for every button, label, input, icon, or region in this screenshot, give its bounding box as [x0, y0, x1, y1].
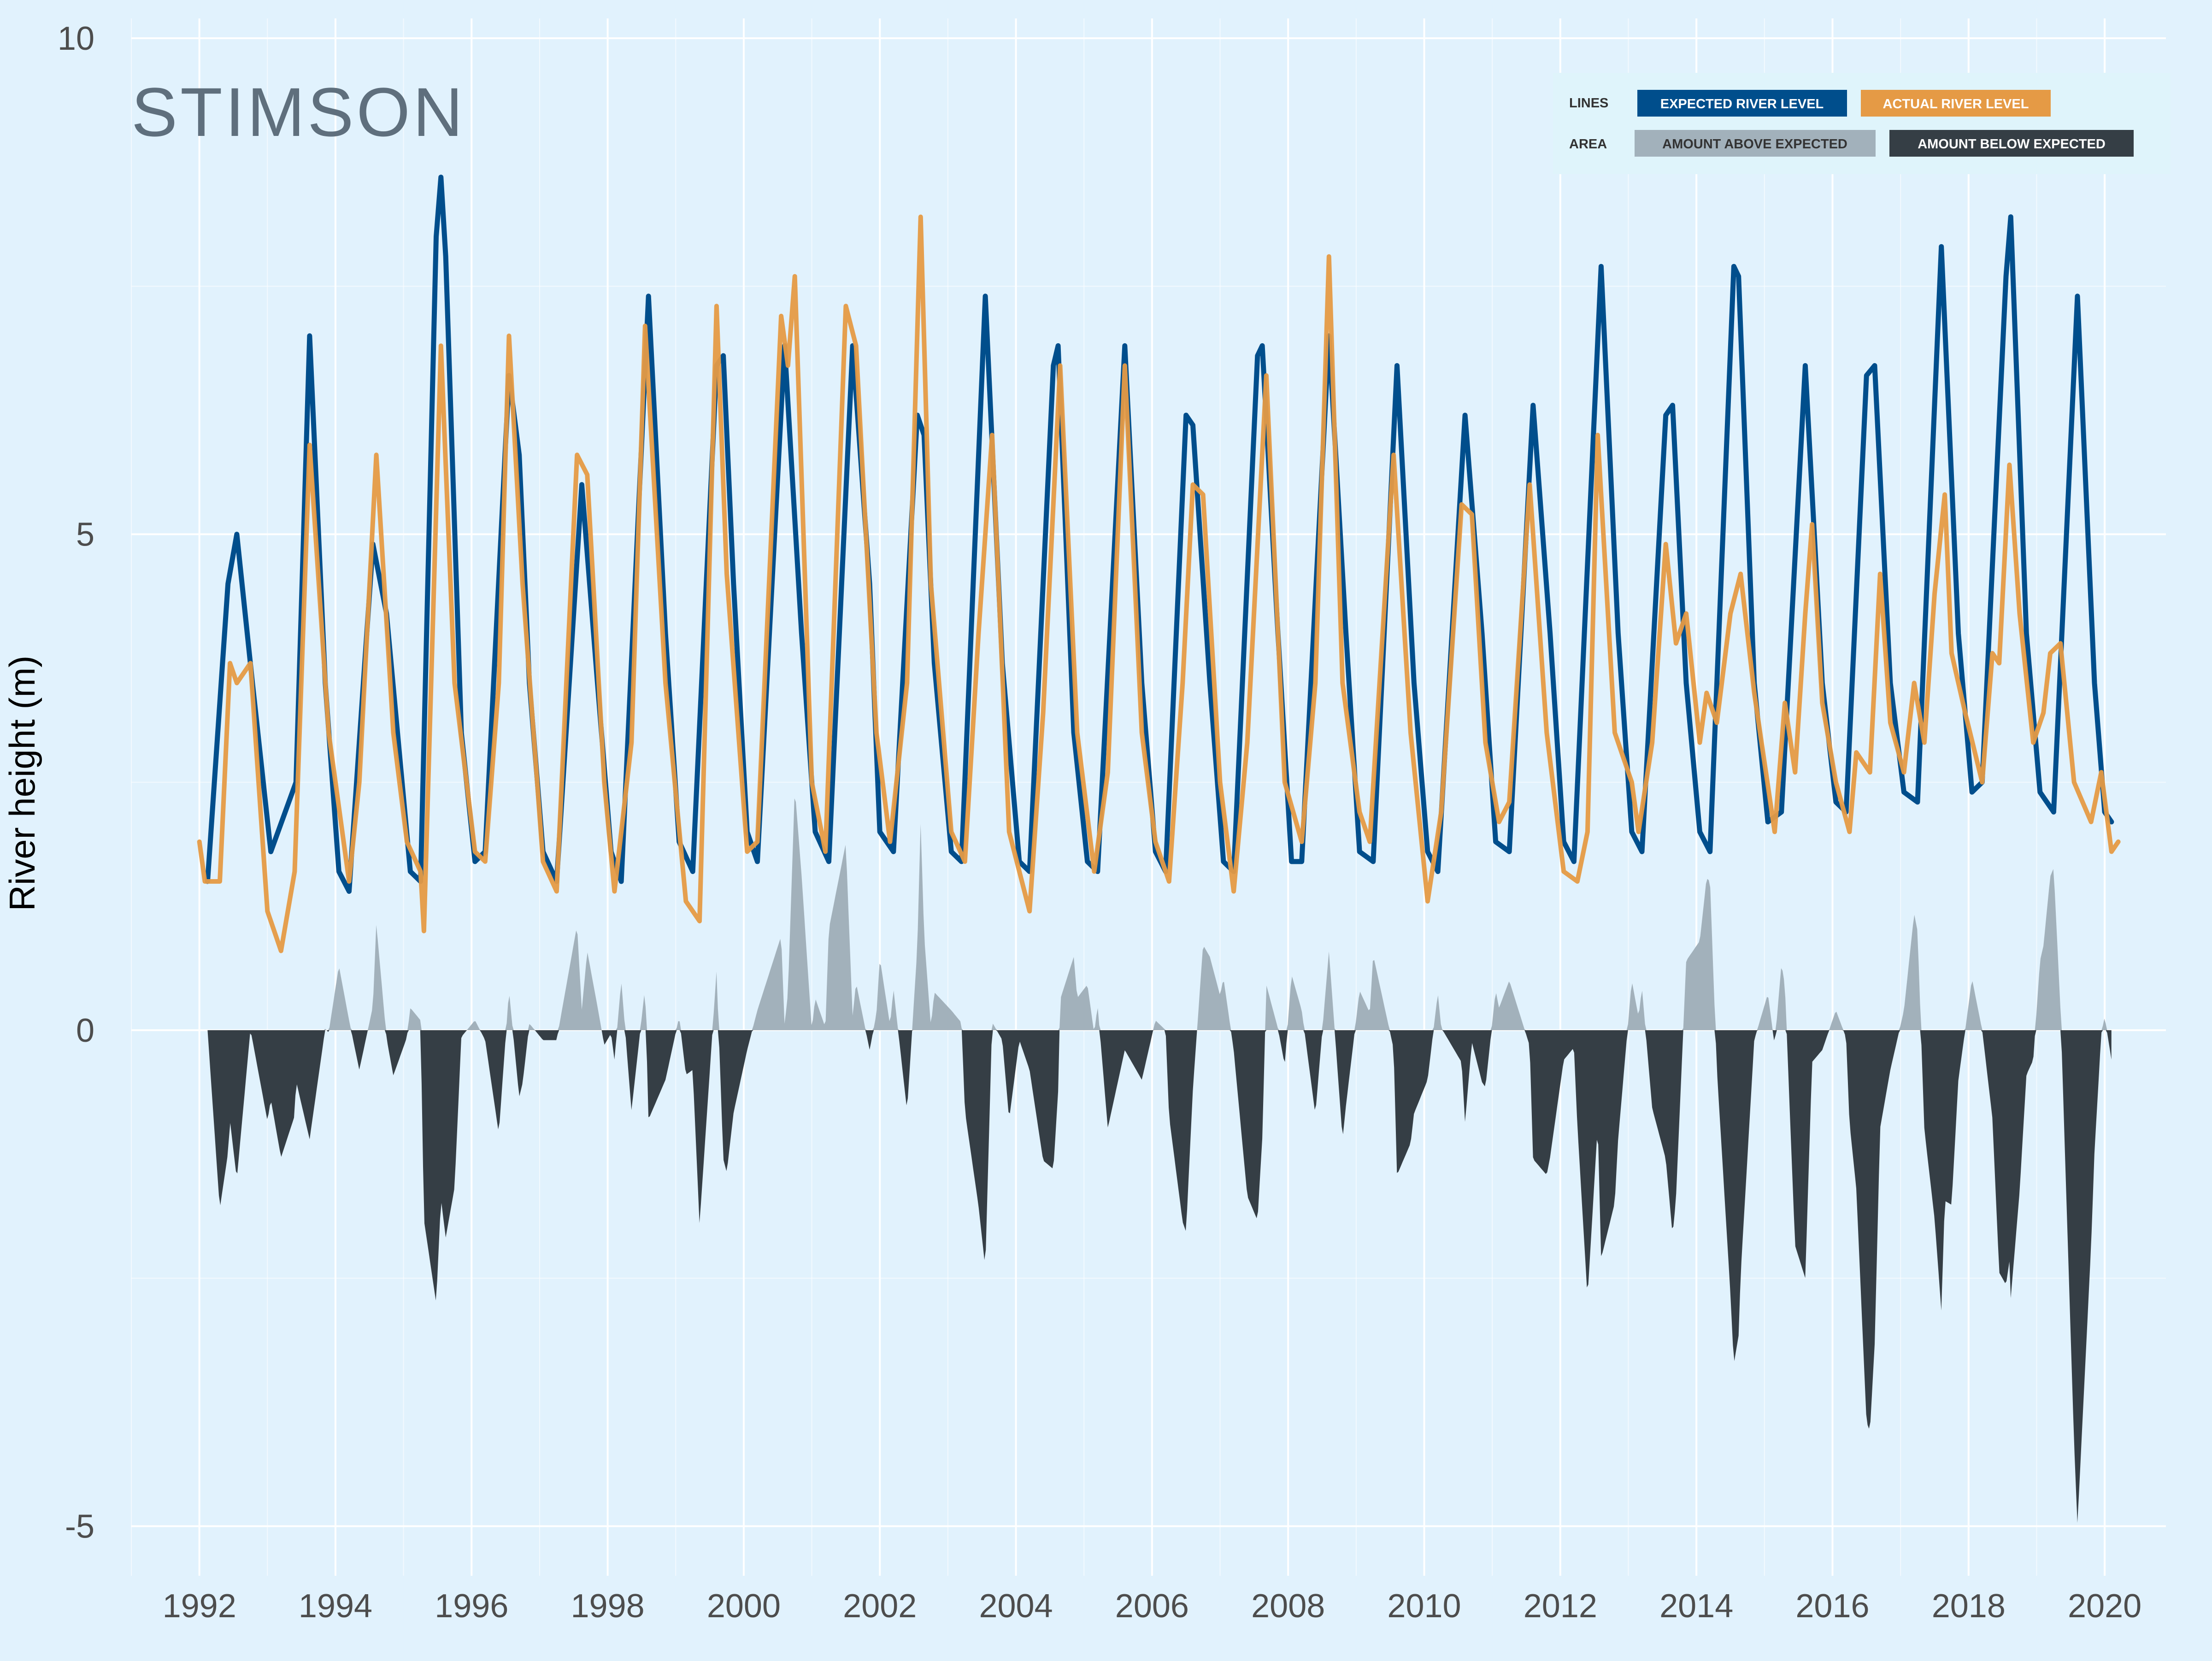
x-tick-label: 1998	[571, 1588, 645, 1625]
x-tick-label: 2012	[1524, 1588, 1597, 1625]
x-tick-label: 2002	[843, 1588, 917, 1625]
x-tick-label: 2014	[1659, 1588, 1733, 1625]
x-tick-label: 1996	[435, 1588, 508, 1625]
deviation-areas	[207, 798, 2112, 1523]
x-tick-label: 2006	[1115, 1588, 1189, 1625]
legend-area-heading: AREA	[1569, 137, 1607, 152]
legend-above-label: AMOUNT ABOVE EXPECTED	[1662, 137, 1847, 152]
x-tick-label: 2016	[1795, 1588, 1869, 1625]
y-tick-label: -5	[65, 1508, 94, 1545]
x-tick-label: 1994	[299, 1588, 372, 1625]
legend-swatch-expected	[1637, 90, 1847, 117]
x-tick-label: 2020	[2068, 1588, 2141, 1625]
area-below-expected	[207, 1030, 2112, 1523]
legend: LINES AREA EXPECTED RIVER LEVEL ACTUAL R…	[1553, 73, 2171, 174]
legend-swatch-above	[1635, 130, 1876, 157]
legend-box	[1553, 73, 2171, 174]
axis-ticks: 1992 1994 1996 1998 2000 2002 2004 2006 2008 2010…	[58, 20, 2141, 1625]
x-tick-label: 2010	[1387, 1588, 1461, 1625]
stimson-logo: STIMSON	[131, 73, 465, 151]
legend-below-label: AMOUNT BELOW EXPECTED	[1918, 137, 2106, 152]
x-tick-label: 2018	[1932, 1588, 2006, 1625]
x-tick-label: 2008	[1251, 1588, 1325, 1625]
legend-lines-heading: LINES	[1569, 96, 1608, 111]
y-tick-label: 10	[58, 20, 94, 57]
legend-actual-label: ACTUAL RIVER LEVEL	[1883, 97, 2029, 112]
x-tick-label: 2000	[707, 1588, 781, 1625]
legend-swatch-actual	[1861, 90, 2051, 117]
x-tick-label: 1992	[163, 1588, 236, 1625]
y-tick-label: 5	[76, 516, 94, 553]
x-tick-label: 2004	[979, 1588, 1053, 1625]
legend-expected-label: EXPECTED RIVER LEVEL	[1660, 97, 1824, 112]
series-line-actual	[197, 214, 2121, 953]
y-tick-label: 0	[76, 1012, 94, 1049]
series-lines	[197, 175, 2121, 953]
y-axis-label: River height (m)	[2, 656, 42, 911]
legend-swatch-below	[1889, 130, 2134, 157]
